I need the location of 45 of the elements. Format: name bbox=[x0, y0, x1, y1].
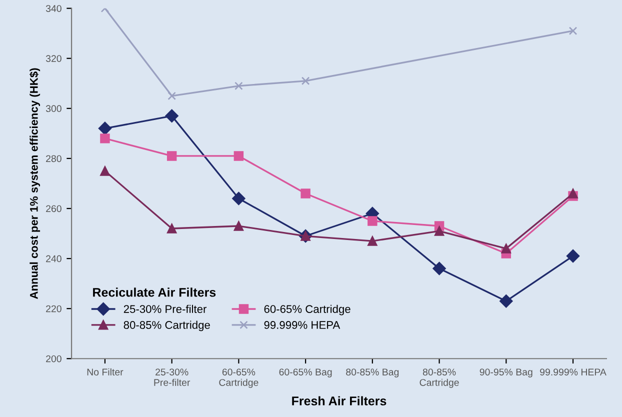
y-tick-label: 280 bbox=[46, 155, 62, 162]
y-tick-label: 200 bbox=[46, 355, 62, 362]
point bbox=[165, 109, 178, 123]
point bbox=[301, 76, 310, 86]
legend-label: 25-30% Pre-filter bbox=[124, 304, 207, 313]
point bbox=[234, 151, 244, 161]
x-tick-label: 60-65% Bag bbox=[279, 368, 332, 378]
x-axis-title: Fresh Air Filters bbox=[292, 396, 386, 406]
point bbox=[166, 151, 177, 161]
point bbox=[432, 262, 446, 276]
x-tick-label: 25-30% Pre-filter bbox=[154, 368, 190, 386]
legend-label: 99.999% HEPA bbox=[264, 321, 340, 329]
y-tick-label: 240 bbox=[46, 255, 62, 262]
point bbox=[234, 82, 243, 90]
point bbox=[500, 294, 513, 308]
y-tick-label: 340 bbox=[46, 5, 62, 12]
x-tick-label: 80-85% Bag bbox=[346, 368, 399, 378]
point bbox=[234, 221, 244, 231]
point bbox=[434, 226, 444, 236]
y-tick-label: 300 bbox=[46, 105, 62, 112]
y-tick-label: 260 bbox=[46, 205, 62, 212]
legend-title: Reciculate Air Filters bbox=[93, 288, 216, 297]
point bbox=[98, 122, 112, 136]
x-tick-label: 60-65% Cartridge bbox=[219, 368, 258, 388]
x-tick-label: 99.999% HEPA bbox=[540, 368, 606, 376]
legend-label: 80-85% Cartridge bbox=[124, 320, 210, 332]
point bbox=[100, 166, 110, 176]
point bbox=[568, 26, 578, 36]
point bbox=[368, 216, 378, 226]
point bbox=[368, 236, 378, 246]
point bbox=[168, 92, 176, 100]
legend-label: 60-65% Cartridge bbox=[264, 304, 350, 316]
y-tick-label: 220 bbox=[46, 305, 62, 312]
x-tick-label: 90-95% Bag bbox=[480, 368, 532, 378]
point bbox=[501, 244, 512, 254]
point bbox=[566, 249, 580, 263]
x-tick-label: No Filter bbox=[87, 368, 124, 376]
point bbox=[568, 188, 578, 198]
y-tick-label: 320 bbox=[46, 55, 62, 62]
point bbox=[232, 192, 246, 206]
y-axis-title: Annual cost per 1% system efficiency (HK$) bbox=[29, 68, 40, 299]
point bbox=[300, 188, 310, 198]
x-tick-label: 80-85% Cartridge bbox=[420, 368, 459, 388]
point bbox=[166, 224, 177, 234]
point bbox=[100, 134, 110, 144]
